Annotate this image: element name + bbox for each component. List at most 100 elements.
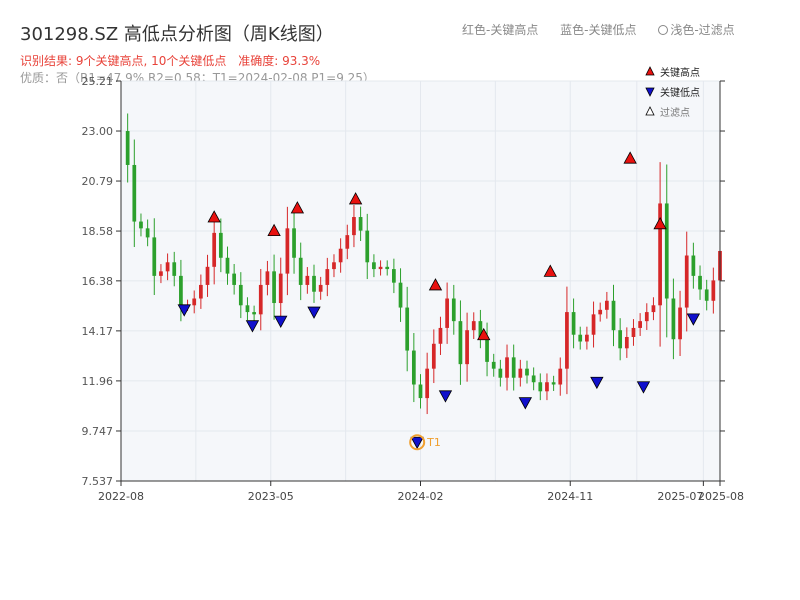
candle-body	[658, 203, 662, 306]
candle-body	[398, 282, 403, 308]
candle-body	[438, 327, 443, 344]
y-tick-label: 9.747	[82, 425, 114, 438]
key-low-marker	[307, 306, 321, 319]
candle-body	[478, 321, 483, 337]
candle-body	[698, 275, 702, 290]
candle-body	[172, 262, 177, 276]
candle-body	[604, 300, 609, 310]
candle-body	[312, 275, 316, 292]
candle-body	[471, 321, 476, 331]
x-tick-label: 2022-08	[98, 490, 144, 503]
candle-body	[225, 257, 230, 274]
candle-body	[638, 321, 642, 328]
candle-body	[578, 334, 583, 342]
candle-body	[252, 312, 256, 315]
y-tick-label: 16.38	[82, 275, 114, 288]
key-low-marker	[410, 436, 424, 450]
candle-body	[458, 321, 463, 365]
key-low-marker	[590, 376, 604, 390]
x-tick-label: 2024-11	[547, 490, 593, 503]
key-high-marker	[207, 210, 221, 223]
candle-body	[132, 164, 137, 222]
candle-body	[704, 289, 709, 301]
candle-body	[218, 232, 223, 258]
candle-body	[518, 368, 523, 378]
candle-body	[538, 382, 543, 392]
y-tick-labels: 7.537 9.747 11.96 14.17 16.38 18.58 20.79 23.00…	[82, 75, 725, 488]
candle-body	[352, 217, 356, 236]
key-high-marker	[290, 201, 305, 214]
candle-body	[691, 255, 696, 276]
candle-body	[358, 217, 363, 231]
candle-body	[385, 266, 390, 270]
candle-body	[418, 384, 423, 399]
chart-title: 301298.SZ 高低点分析图（周K线图）	[20, 24, 334, 45]
key-low-marker	[245, 320, 260, 333]
candle-body	[125, 131, 130, 165]
candle-body	[618, 330, 623, 349]
candle-body	[265, 271, 270, 285]
candle-body	[571, 312, 576, 335]
subtitle-result: 识别结果: 9个关键高点, 10个关键低点	[20, 54, 227, 68]
candle-body	[551, 382, 556, 385]
t1-label: T1	[426, 436, 441, 449]
x-tick-label: 2024-02	[398, 490, 444, 503]
candle-body	[285, 228, 290, 274]
candle-body	[232, 273, 237, 285]
key-low-marker	[438, 390, 453, 403]
candle-body	[199, 284, 203, 299]
candle-body	[491, 361, 496, 369]
candle-body	[179, 275, 183, 306]
key-high-marker	[623, 151, 637, 164]
legend-label: 关键高点	[660, 66, 700, 79]
key-high-marker	[477, 327, 491, 341]
legend-label: 关键低点	[660, 86, 700, 99]
key-high-marker	[267, 223, 281, 237]
circle-icon	[658, 25, 669, 35]
candle-body	[205, 266, 210, 285]
key-low-marker	[636, 381, 651, 394]
candle-body	[558, 368, 563, 385]
subtitle-result-line: 识别结果: 9个关键高点, 10个关键低点 准确度: 93.3%	[20, 52, 328, 69]
candle-body	[678, 307, 682, 340]
candle-body	[425, 368, 430, 399]
candle-body	[531, 375, 536, 383]
candle-body	[565, 312, 569, 369]
candle-body	[318, 284, 323, 292]
candle-body	[192, 298, 197, 306]
top-legend: 红色-关键高点 蓝色-关键低点 浅色-过滤点	[462, 21, 753, 38]
candle-body	[431, 343, 436, 369]
candle-body	[245, 305, 250, 313]
key-low-marker	[274, 315, 288, 328]
candle-body	[505, 357, 509, 378]
candle-body	[338, 248, 343, 263]
key-low-markers	[177, 304, 701, 450]
y-tick-label: 18.58	[82, 225, 114, 238]
candle-body	[711, 280, 716, 301]
top-legend-high: 红色-关键高点	[462, 23, 539, 37]
candle-body	[511, 357, 516, 378]
candle-body	[664, 203, 669, 299]
candle-body	[671, 298, 676, 340]
y-tick-label: 7.537	[82, 475, 114, 488]
key-low-marker	[177, 304, 191, 317]
candle-body	[258, 284, 263, 315]
key-high-marker	[653, 216, 667, 230]
candle-body	[345, 235, 350, 249]
candle-body	[624, 336, 629, 349]
legend-marker	[645, 66, 655, 76]
x-tick-label: 2023-05	[248, 490, 294, 503]
candle-body	[212, 232, 217, 267]
key-high-markers	[207, 151, 667, 341]
candle-body	[365, 230, 370, 263]
candle-body	[684, 255, 689, 308]
candle-body	[631, 327, 636, 337]
candle-body	[411, 350, 416, 385]
candle-body	[238, 284, 243, 306]
top-legend-low: 蓝色-关键低点	[560, 23, 637, 37]
legend-label: 过滤点	[660, 106, 690, 119]
x-tick-labels: 2022-08 2023-05 2024-02 2024-11 2025-072025-…	[98, 481, 744, 503]
candle-body	[152, 237, 157, 276]
y-tick-label: 14.17	[82, 325, 114, 338]
